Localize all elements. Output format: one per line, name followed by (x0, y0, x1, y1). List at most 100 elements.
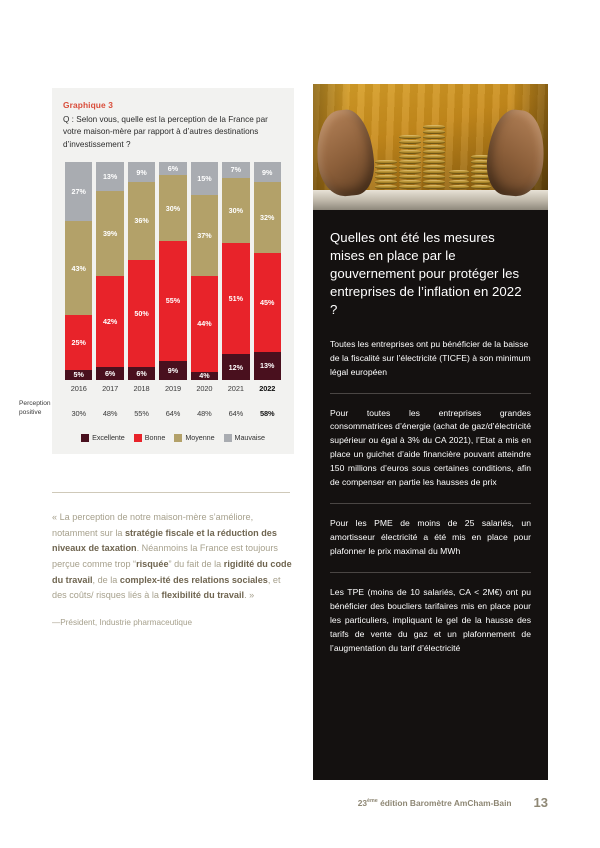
quote-emphasis: rigidité du code du travail (52, 559, 292, 585)
bar-segment-mauvaise: 7% (222, 162, 250, 178)
quote-divider (52, 492, 290, 494)
legend-swatch-excellente (81, 433, 90, 442)
year-label-2017: 2017 (102, 384, 119, 394)
perception-value-2016: 30% (71, 409, 86, 419)
year-label-2019: 2019 (164, 384, 181, 394)
perception-label-line1: Perception (19, 400, 51, 408)
footer-edition-number: 23 (357, 797, 368, 808)
perception-value-2020: 48% (197, 409, 212, 419)
bar-segment-moyenne: 30% (159, 175, 187, 241)
year-label-2021: 2021 (227, 384, 244, 394)
legend-item-excellente: Excellente (81, 433, 125, 442)
perception-label-line2: positive (19, 409, 42, 417)
chart-year-axis: 2016 2017 2018 2019 2020 2021 2022 (63, 380, 283, 393)
left-column: Graphique 3 Q : Selon vous, quelle est l… (19, 88, 294, 627)
bar-segment-excellente: 6% (96, 367, 124, 381)
coin-stack (423, 125, 445, 190)
bar-segment-moyenne: 37% (190, 195, 219, 276)
bar-segment-excellente: 12% (222, 354, 250, 381)
perception-value-2018: 55% (134, 409, 149, 419)
bar-segment-excellente: 4% (190, 371, 219, 381)
bar-segment-mauvaise: 15% (190, 162, 219, 196)
perception-value-2019: 64% (165, 409, 181, 419)
year-label-2020: 2020 (196, 384, 213, 394)
legend-item-moyenne: Moyenne (174, 433, 215, 443)
measures-paragraph-list: Toutes les entreprises ont pu bénéficier… (330, 338, 531, 669)
quote-attribution: —Président, Industrie pharmaceutique (52, 618, 193, 628)
footer-edition-ordinal: ème (367, 797, 378, 804)
bar-segment-excellente: 9% (159, 360, 187, 381)
measures-paragraph: Les TPE (moins de 10 salariés, CA < 2M€)… (330, 586, 531, 653)
bar-segment-excellente: 13% (253, 351, 281, 381)
bar-segment-mauvaise: 9% (127, 162, 156, 182)
bar-column-2018: 9% 36% 50% 6% (127, 162, 156, 381)
bar-segment-moyenne: 30% (222, 177, 250, 244)
measures-paragraph-divider (330, 503, 531, 505)
bar-column-2019: 6% 30% 55% 9% (159, 162, 187, 381)
bar-segment-bonne: 51% (222, 243, 250, 355)
quote-emphasis: risquée (136, 559, 169, 570)
chart-figure-label: Graphique 3 (63, 100, 113, 110)
quote-span: ” du fait de la (168, 559, 224, 570)
bar-segment-mauvaise: 6% (159, 162, 187, 176)
legend-label: Bonne (144, 433, 166, 443)
bar-column-2022: 9% 32% 45% 13% (253, 162, 281, 381)
page-number: 13 (533, 795, 548, 810)
perception-positive-values: 30% 48% 55% 64% 48% 64% 58% (65, 409, 281, 418)
footer-edition-text: 23ème édition Baromètre AmCham-Bain (358, 798, 512, 808)
stacked-bar-chart: 27% 43% 25% 5% 13% 39% 42% 6% 9% 36% 50% 6% 6% 30% 55%… (63, 162, 283, 381)
quote-emphasis: stratégie fiscale et la réduction des ni… (52, 527, 277, 554)
bar-segment-bonne: 25% (65, 315, 93, 370)
measures-panel: Quelles ont été les mesures mises en pla… (313, 210, 548, 780)
coin-stack (471, 155, 491, 190)
bar-segment-bonne: 44% (190, 275, 219, 372)
bar-segment-excellente: 6% (127, 367, 156, 381)
year-label-2022: 2022 (259, 384, 276, 394)
measures-paragraph: Pour toutes les entreprises grandes cons… (330, 407, 531, 488)
measures-paragraph: Pour les PME de moins de 25 salariés, un… (330, 518, 531, 556)
coin-stack (375, 160, 397, 190)
bar-segment-bonne: 50% (127, 259, 156, 368)
quote-emphasis: complex-ité des relations sociales (119, 574, 268, 585)
quote-span: « La perception de notre maison-mère s’a… (52, 512, 254, 538)
quote-span: . Néanmoins la France est toujours perçu… (52, 543, 278, 570)
bar-segment-mauvaise: 9% (253, 162, 281, 183)
bar-segment-bonne: 42% (96, 275, 124, 368)
footer-edition-rest: édition Baromètre AmCham-Bain (377, 797, 512, 808)
perception-value-2017: 48% (102, 409, 118, 419)
bar-column-2020: 15% 37% 44% 4% (190, 162, 219, 381)
bar-segment-moyenne: 43% (65, 221, 93, 315)
bar-column-2017: 13% 39% 42% 6% (96, 162, 124, 381)
coin-stack (449, 170, 469, 190)
year-label-2018: 2018 (133, 384, 150, 394)
perception-positive-row: Perception positive 30% 48% 55% 64% 48% 64% 58… (19, 400, 283, 418)
perception-value-2022: 58% (259, 409, 275, 419)
perception-positive-label: Perception positive (19, 400, 65, 418)
year-label-2016: 2016 (70, 384, 87, 394)
right-column: Quelles ont été les mesures mises en pla… (313, 84, 548, 780)
bar-segment-moyenne: 32% (253, 182, 281, 253)
quote-span: , de la (92, 574, 120, 585)
chart-panel: Graphique 3 Q : Selon vous, quelle est l… (19, 88, 294, 455)
legend-label: Moyenne (185, 433, 215, 443)
legend-item-bonne: Bonne (133, 433, 166, 443)
chart-question: Q : Selon vous, quelle est la perception… (63, 115, 268, 149)
legend-item-mauvaise: Mauvaise (223, 433, 265, 443)
measures-paragraph-divider (330, 571, 531, 573)
photo-table-surface (313, 190, 548, 210)
quote-span: , et des coûts/ risques liés à la (52, 574, 281, 601)
quote-block: « La perception de notre maison-mère s’a… (52, 492, 294, 627)
measures-paragraph: Toutes les entreprises ont pu bénéficier… (330, 338, 531, 377)
measures-paragraph-divider (330, 392, 531, 394)
bar-segment-mauvaise: 13% (96, 162, 124, 191)
legend-label: Mauvaise (234, 433, 265, 443)
page-footer: 23ème édition Baromètre AmCham-Bain 13 (0, 795, 600, 810)
bar-segment-mauvaise: 27% (65, 162, 93, 222)
hands-protecting-coin-stacks-photo (313, 84, 548, 210)
quote-text: « La perception de notre maison-mère s’a… (52, 510, 294, 604)
coin-stack (399, 135, 421, 190)
measures-panel-title: Quelles ont été les mesures mises en pla… (330, 230, 522, 317)
bar-column-2021: 7% 30% 51% 12% (222, 162, 250, 381)
quote-emphasis: flexibilité du travail (161, 590, 245, 601)
